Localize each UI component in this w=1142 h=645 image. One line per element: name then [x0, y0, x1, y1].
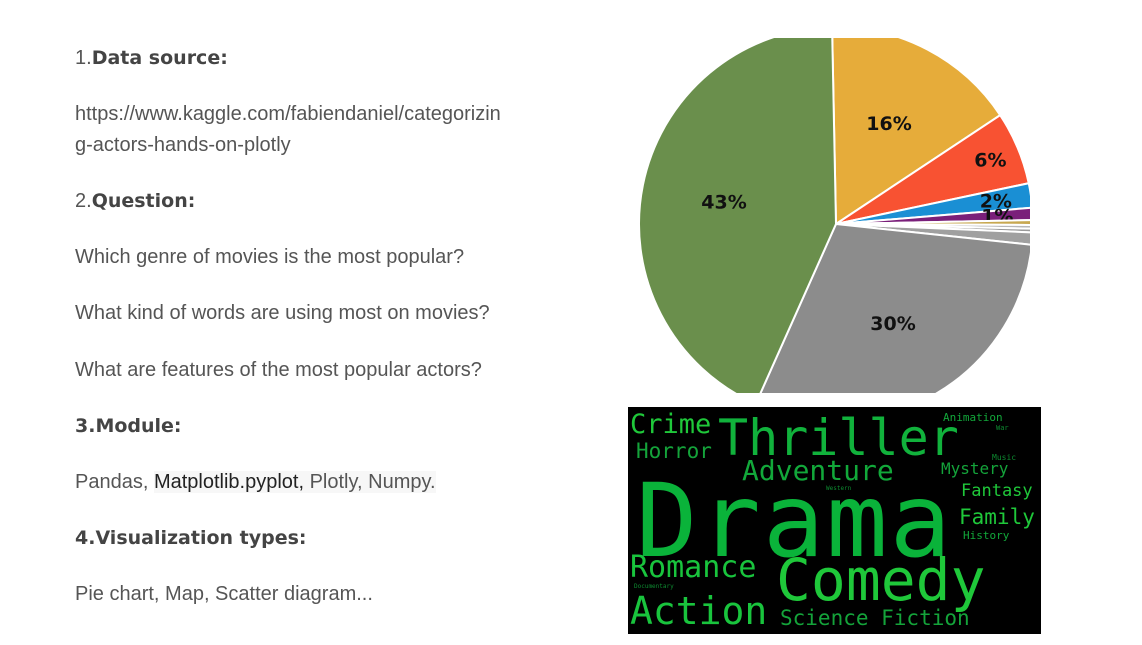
module-highlight: Matplotlib.pyplot,	[153, 471, 305, 493]
module-text: Plotly, Numpy.	[304, 471, 436, 493]
heading-data-source: 1.Data source:	[75, 43, 228, 73]
wordcloud-word: Crime	[630, 409, 712, 440]
module-list: Pandas, Matplotlib.pyplot, Plotly, Numpy…	[75, 467, 436, 497]
heading-module: 3.Module:	[75, 415, 182, 437]
heading-visualization: 4.Visualization types:	[75, 527, 307, 549]
question-item: What kind of words are using most on mov…	[75, 302, 490, 324]
question-item: What are features of the most popular ac…	[75, 359, 482, 381]
source-url-line-1[interactable]: https://www.kaggle.com/fabiendaniel/cate…	[75, 103, 501, 125]
module-text: Pandas,	[75, 471, 154, 493]
wordcloud-word: Family	[959, 505, 1035, 529]
pie-chart: 16% 6% 2% 1% 30% 43%	[620, 38, 1030, 393]
question-item: Which genre of movies is the most popula…	[75, 246, 465, 268]
visualization-list: Pie chart, Map, Scatter diagram...	[75, 583, 373, 605]
pie-slice	[638, 38, 838, 393]
pie-slice	[835, 206, 1030, 225]
heading-number: 2.	[75, 190, 92, 212]
pie-slice-label: 16%	[866, 113, 911, 135]
wordcloud-word: Horror	[636, 439, 712, 463]
wordcloud-word: Western	[826, 485, 852, 492]
pie-slice-label: 2%	[980, 191, 1012, 213]
heading-number: 1.	[75, 47, 92, 69]
wordcloud-word: Music	[992, 453, 1017, 462]
pie-slice	[831, 38, 1002, 226]
wordcloud-word: Mystery	[941, 459, 1009, 478]
wordcloud-word: History	[963, 529, 1010, 542]
pie-slice-label: 6%	[974, 149, 1006, 171]
wordcloud-word: Science Fiction	[780, 606, 970, 630]
pie-slice	[835, 182, 1030, 225]
wordcloud-word: War	[996, 424, 1009, 432]
heading-question: 2.Question:	[75, 186, 195, 216]
wordcloud-word: Fantasy	[961, 481, 1033, 501]
pie-slice-label: 30%	[870, 313, 915, 335]
pie-chart-svg: 16%6%2%1%30%43%	[638, 38, 1030, 393]
source-url-line-2[interactable]: g-actors-hands-on-plotly	[75, 134, 291, 156]
genre-wordcloud: Drama Comedy Thriller Action Adventure R…	[628, 407, 1041, 634]
heading-title: Question:	[91, 190, 196, 212]
wordcloud-word: Thriller	[718, 409, 959, 467]
wordcloud-word: Comedy	[776, 546, 986, 614]
pie-slice-label: 43%	[701, 191, 746, 213]
pie-slice	[759, 222, 1030, 393]
wordcloud-word: Adventure	[742, 454, 894, 487]
wordcloud-word: Action	[630, 589, 768, 633]
wordcloud-word: Animation	[943, 411, 1003, 424]
wordcloud-word: Documentary	[634, 583, 674, 590]
wordcloud-word: Romance	[630, 550, 757, 585]
wordcloud-word: Drama	[636, 462, 954, 581]
heading-title: Data source:	[91, 47, 228, 69]
